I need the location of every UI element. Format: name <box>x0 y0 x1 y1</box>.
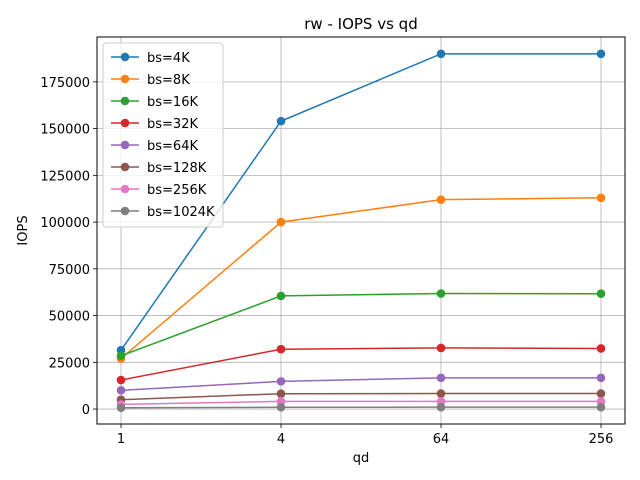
series-line <box>120 53 601 351</box>
data-point <box>276 397 286 406</box>
y-tick-label: 100000 <box>40 216 90 231</box>
data-point <box>436 49 446 59</box>
data-point <box>596 389 606 398</box>
legend-entry-label: bs=4K <box>147 51 190 66</box>
data-point <box>436 389 446 398</box>
data-point <box>436 343 446 353</box>
data-point <box>116 375 126 385</box>
data-point <box>596 193 606 203</box>
series-line <box>120 347 602 381</box>
data-point <box>276 116 286 126</box>
legend-box <box>102 42 224 228</box>
data-point <box>436 402 446 412</box>
data-point <box>276 291 286 301</box>
series-line <box>120 400 601 406</box>
y-tick-label: 25000 <box>49 356 90 371</box>
x-tick-label: 1 <box>117 432 125 447</box>
data-point <box>276 217 286 227</box>
series-line <box>120 197 602 360</box>
data-point <box>276 377 286 386</box>
series-line <box>120 406 601 409</box>
data-point <box>116 386 126 395</box>
legend-swatch-marker <box>120 118 130 128</box>
series-line <box>120 292 602 357</box>
x-axis-label: qd <box>353 451 370 466</box>
data-point <box>596 373 606 383</box>
y-axis-label: IOPS <box>16 215 31 245</box>
legend-swatch-marker <box>120 206 130 216</box>
y-tick-label: 0 <box>82 403 90 418</box>
x-tick-label: 64 <box>433 432 450 447</box>
series-line <box>120 377 601 392</box>
y-tick-label: 75000 <box>49 263 90 278</box>
x-tick-label: 4 <box>277 432 285 447</box>
legend-entry-label: bs=256K <box>147 183 207 198</box>
data-point <box>596 402 606 412</box>
legend-swatch-marker <box>120 140 130 150</box>
plot-frame <box>96 36 626 425</box>
y-tick-label: 50000 <box>49 310 90 325</box>
data-point <box>436 289 446 298</box>
x-axis-ticks: 1 4 64 256 <box>117 424 614 447</box>
data-point <box>596 289 606 298</box>
data-point <box>276 389 286 399</box>
y-tick-label: 125000 <box>40 169 90 184</box>
legend-entry-label: bs=16K <box>147 95 198 110</box>
data-point <box>276 402 286 412</box>
legend-swatch-marker <box>120 74 130 84</box>
series-line <box>120 392 601 401</box>
legend-swatch-marker <box>120 52 130 62</box>
y-tick-label: 150000 <box>40 123 90 138</box>
legend-swatch-marker <box>120 162 130 172</box>
data-point <box>596 344 606 353</box>
legend: bs=4K bs=8K bs=16K bs=32K bs=64K bs=128K bs=25… <box>102 42 224 228</box>
legend-entry-label: bs=32K <box>147 117 198 132</box>
data-point <box>276 344 286 354</box>
data-point <box>116 351 126 361</box>
legend-entry-label: bs=128K <box>147 161 207 176</box>
legend-entry-label: bs=64K <box>147 139 198 154</box>
legend-entry-label: bs=1024K <box>147 205 215 220</box>
y-tick-label: 175000 <box>40 76 90 91</box>
legend-swatch-marker <box>120 96 130 106</box>
chart-title: rw - IOPS vs qd <box>304 15 417 33</box>
data-point <box>436 195 446 204</box>
legend-swatch-marker <box>120 184 130 194</box>
series-lines <box>116 49 606 413</box>
y-axis-ticks: 0 25000 50000 75000 100000 125000 150000 175000 <box>40 76 97 418</box>
x-tick-label: 256 <box>589 432 614 447</box>
data-point <box>596 49 606 59</box>
legend-entry-label: bs=8K <box>147 73 190 88</box>
data-point <box>116 403 126 413</box>
data-point <box>436 373 446 383</box>
